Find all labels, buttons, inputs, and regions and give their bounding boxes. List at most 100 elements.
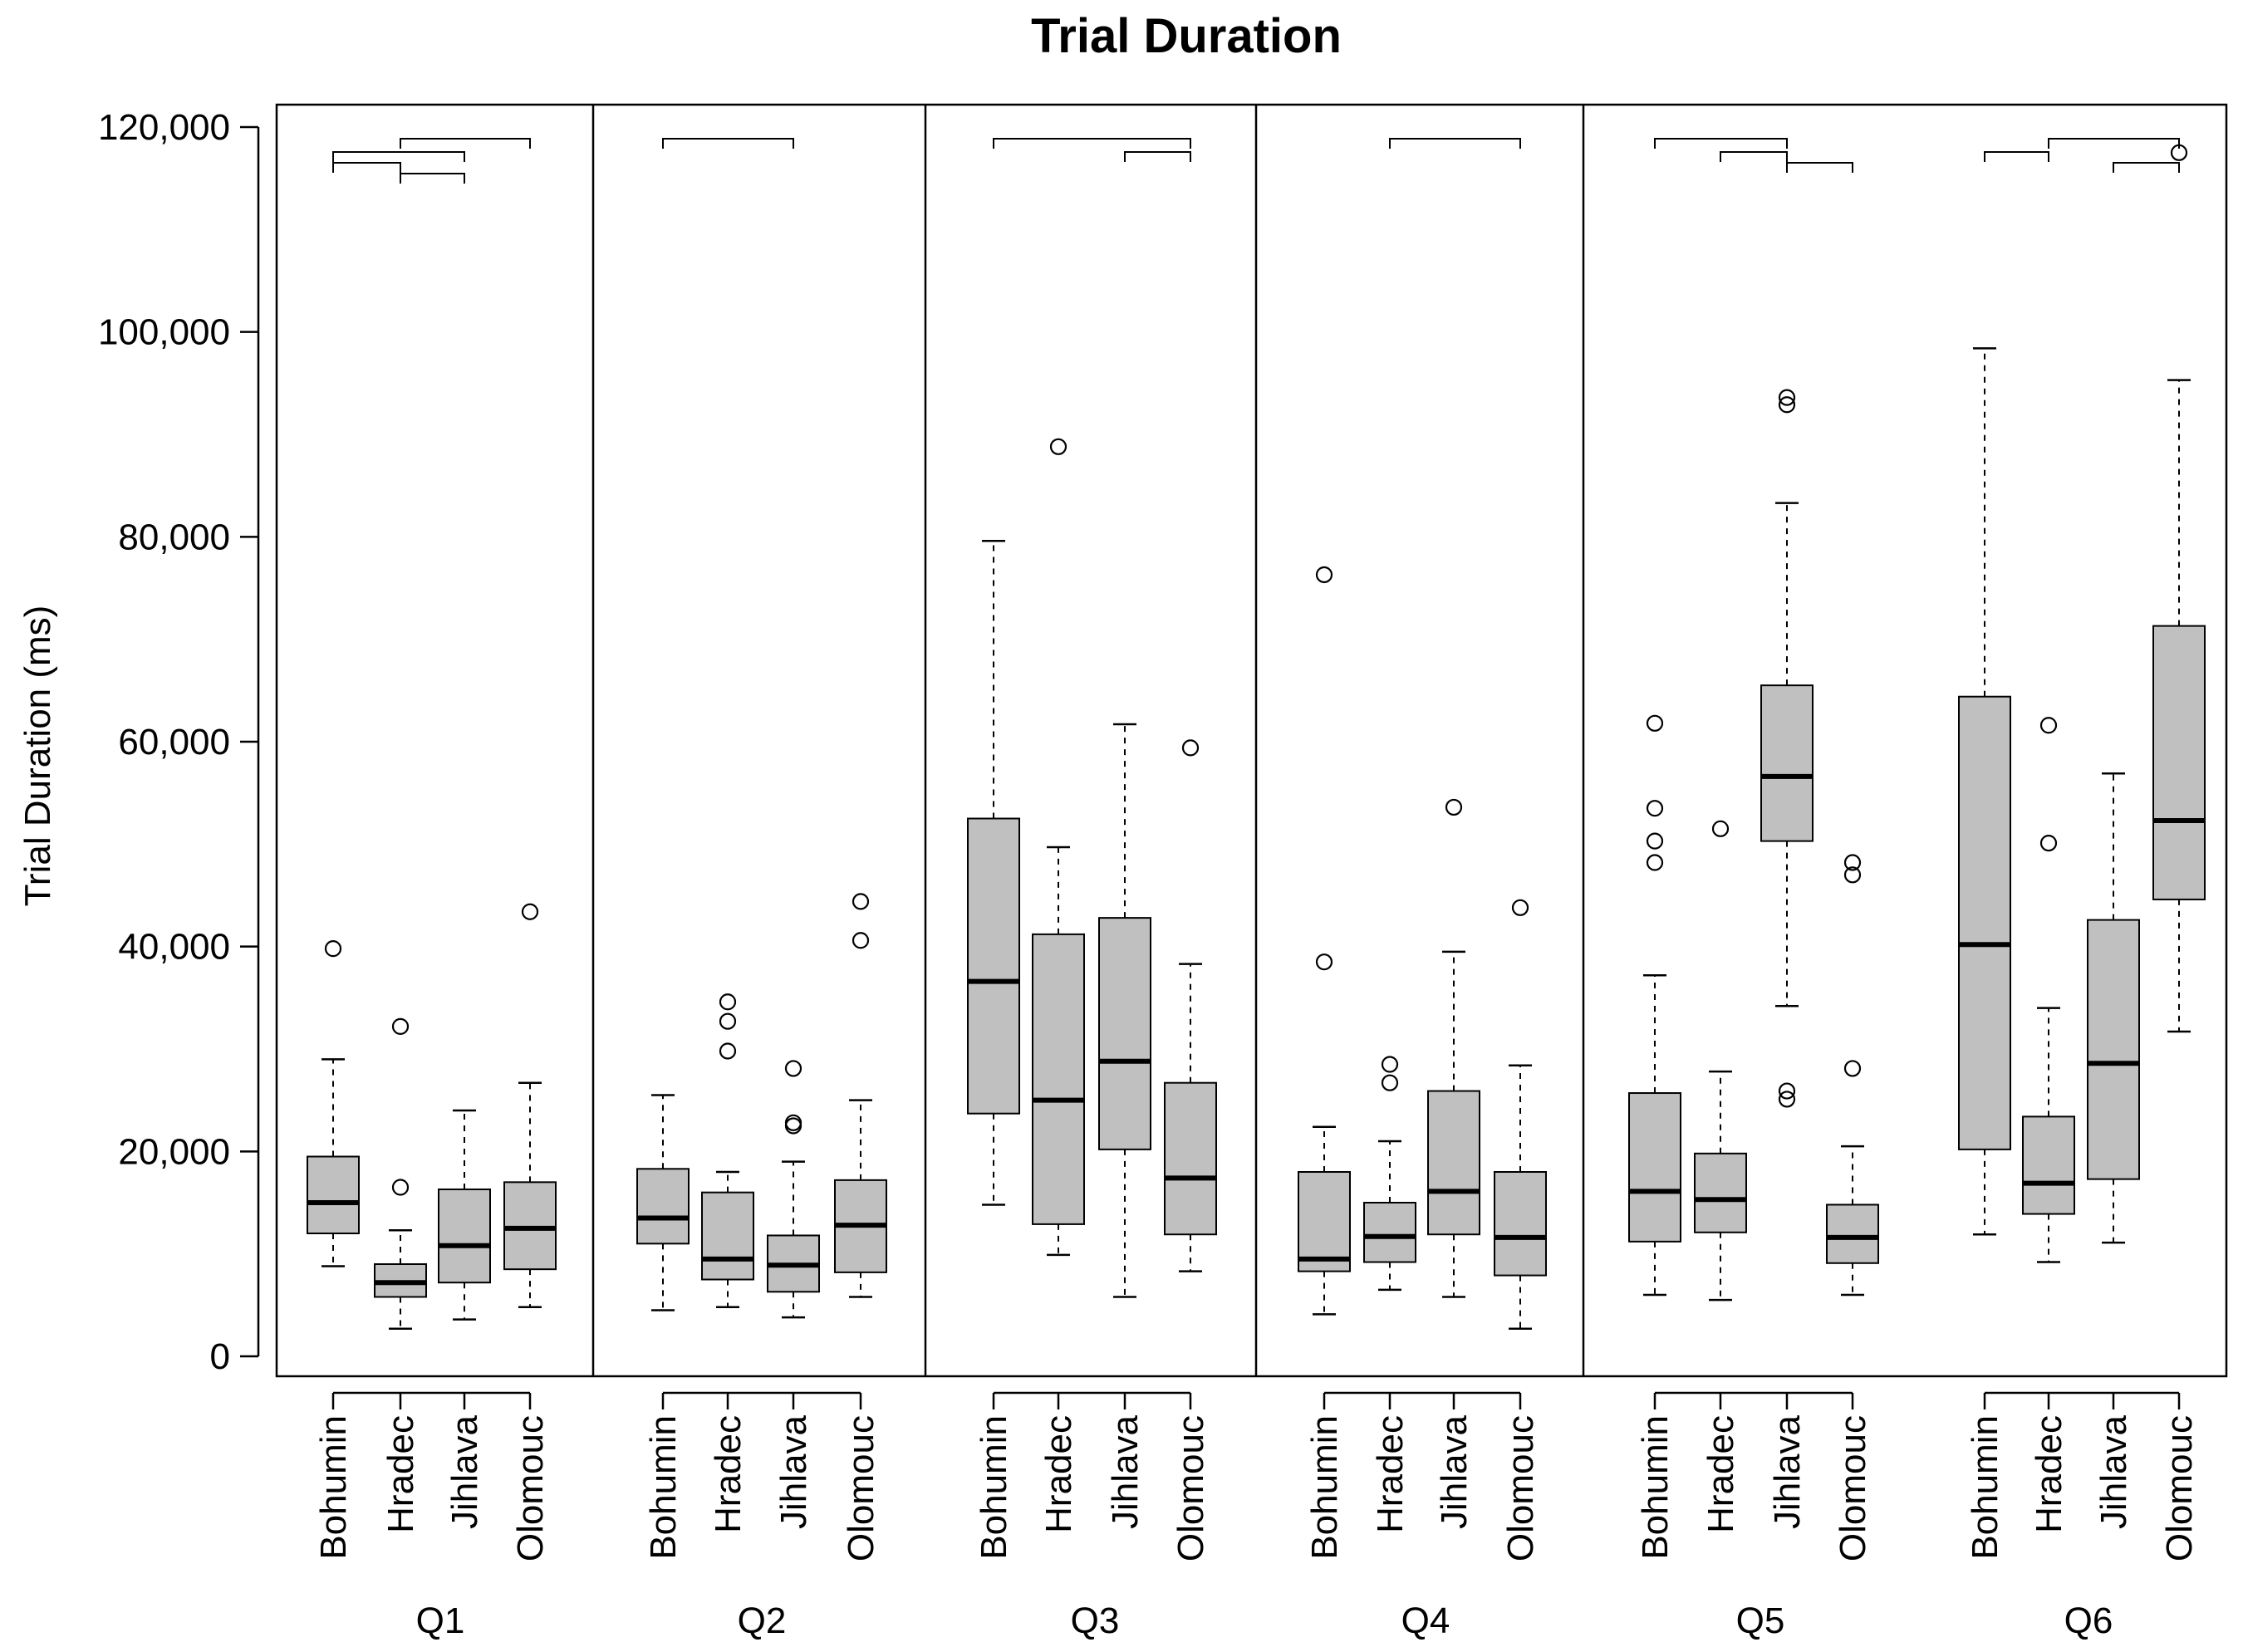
outlier-point — [1315, 566, 1333, 584]
panel-label: Q3 — [1071, 1601, 1120, 1641]
box-bohumin — [1628, 1092, 1681, 1243]
outlier-point — [1511, 899, 1529, 916]
x-tick-label: Bohumin — [974, 1415, 1014, 1560]
chart-title: Trial Duration — [1031, 9, 1342, 63]
outlier-point — [1445, 798, 1463, 816]
box-jihlava — [2087, 919, 2140, 1180]
outlier-point — [1381, 1074, 1399, 1091]
x-tick-label: Olomouc — [510, 1415, 551, 1561]
y-tick-label: 20,000 — [118, 1131, 230, 1172]
box-hradec — [1694, 1152, 1747, 1233]
x-tick-label: Olomouc — [2159, 1415, 2200, 1561]
outlier-point — [1381, 1056, 1399, 1073]
x-tick-label: Hradec — [1038, 1415, 1079, 1533]
x-tick-label: Jihlava — [773, 1414, 814, 1528]
significance-bracket — [1786, 162, 1853, 173]
significance-bracket — [332, 151, 465, 162]
outlier-point — [852, 932, 870, 949]
panel-label: Q2 — [738, 1601, 787, 1641]
outlier-point — [521, 903, 539, 920]
outlier-point — [1646, 714, 1664, 732]
significance-bracket — [993, 138, 1191, 149]
outlier-point — [719, 993, 737, 1011]
box-jihlava — [1427, 1090, 1480, 1236]
x-tick-label: Jihlava — [444, 1414, 485, 1528]
plot-frame — [275, 103, 2228, 1378]
y-tick-label: 40,000 — [118, 927, 230, 968]
significance-bracket — [1124, 151, 1191, 162]
panel-label: Q4 — [1401, 1601, 1450, 1641]
outlier-point — [1711, 820, 1730, 837]
outlier-point — [1646, 854, 1664, 871]
outlier-point — [1843, 854, 1862, 871]
outlier-point — [391, 1017, 410, 1035]
outlier-point — [1778, 396, 1796, 414]
panel-label: Q1 — [416, 1601, 465, 1641]
box-hradec — [2022, 1115, 2075, 1215]
outlier-point — [1181, 739, 1200, 757]
box-olomouc — [1164, 1081, 1217, 1236]
x-tick-label: Bohumin — [643, 1415, 684, 1560]
significance-bracket — [662, 138, 794, 149]
box-olomouc — [1826, 1203, 1879, 1264]
outlier-point — [1778, 1091, 1796, 1108]
box-olomouc — [1494, 1171, 1547, 1277]
significance-bracket — [2113, 162, 2180, 173]
x-tick-label: Jihlava — [2093, 1414, 2134, 1528]
outlier-point — [324, 940, 342, 958]
box-jihlava — [1760, 684, 1814, 842]
significance-bracket — [400, 138, 531, 149]
significance-bracket — [1720, 151, 1788, 162]
significance-bracket — [2048, 138, 2180, 149]
box-jihlava — [438, 1188, 491, 1284]
outlier-point — [784, 1114, 802, 1131]
outlier-point — [852, 893, 870, 910]
x-tick-label: Hradec — [2029, 1415, 2069, 1533]
significance-bracket — [1389, 138, 1521, 149]
outlier-point — [1049, 438, 1068, 455]
y-tick-label: 60,000 — [118, 722, 230, 762]
outlier-point — [1843, 1060, 1862, 1077]
box-bohumin — [307, 1155, 360, 1234]
panel-label: Q5 — [1736, 1601, 1785, 1641]
box-bohumin — [1958, 695, 2011, 1150]
box-hradec — [1032, 933, 1085, 1225]
x-tick-label: Bohumin — [313, 1415, 354, 1560]
outlier-point — [719, 1012, 737, 1030]
x-tick-label: Olomouc — [1833, 1415, 1873, 1561]
y-tick-label: 120,000 — [98, 107, 230, 148]
outlier-point — [2039, 834, 2058, 852]
significance-bracket — [1654, 138, 1788, 149]
outlier-point — [1778, 1082, 1796, 1100]
panel-label: Q6 — [2064, 1601, 2113, 1641]
box-olomouc — [2152, 625, 2206, 900]
x-tick-label: Olomouc — [841, 1415, 881, 1561]
outlier-point — [1778, 389, 1796, 406]
x-tick-label: Bohumin — [1965, 1415, 2005, 1560]
outlier-point — [784, 1060, 802, 1077]
box-bohumin — [636, 1168, 690, 1245]
x-tick-label: Olomouc — [1171, 1415, 1211, 1561]
outlier-point — [391, 1179, 410, 1196]
x-tick-label: Jihlava — [1434, 1414, 1475, 1528]
significance-bracket — [400, 173, 465, 184]
x-tick-label: Jihlava — [1767, 1414, 1808, 1528]
box-hradec — [701, 1191, 754, 1281]
outlier-point — [1646, 832, 1664, 850]
x-tick-label: Hradec — [708, 1415, 748, 1533]
box-hradec — [1363, 1202, 1416, 1263]
x-tick-label: Jihlava — [1105, 1414, 1146, 1528]
y-tick-label: 0 — [210, 1336, 230, 1377]
outlier-point — [1646, 800, 1664, 817]
plot-area: 0 20,000 40,000 60,000 80,000 100,000 120,000 B… — [98, 103, 2228, 1641]
y-tick-label: 100,000 — [98, 312, 230, 353]
x-tick-label: Bohumin — [1304, 1415, 1345, 1560]
box-olomouc — [503, 1181, 557, 1271]
x-tick-label: Hradec — [1701, 1415, 1741, 1533]
y-tick-label: 80,000 — [118, 517, 230, 557]
outlier-point — [719, 1042, 737, 1060]
x-tick-label: Bohumin — [1635, 1415, 1676, 1560]
x-tick-label: Hradec — [380, 1415, 421, 1533]
significance-bracket — [1984, 151, 2049, 162]
